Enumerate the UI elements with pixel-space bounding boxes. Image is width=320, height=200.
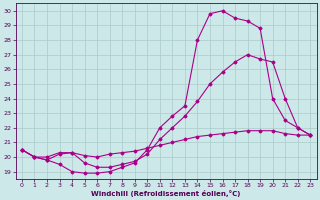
X-axis label: Windchill (Refroidissement éolien,°C): Windchill (Refroidissement éolien,°C) [92,190,241,197]
